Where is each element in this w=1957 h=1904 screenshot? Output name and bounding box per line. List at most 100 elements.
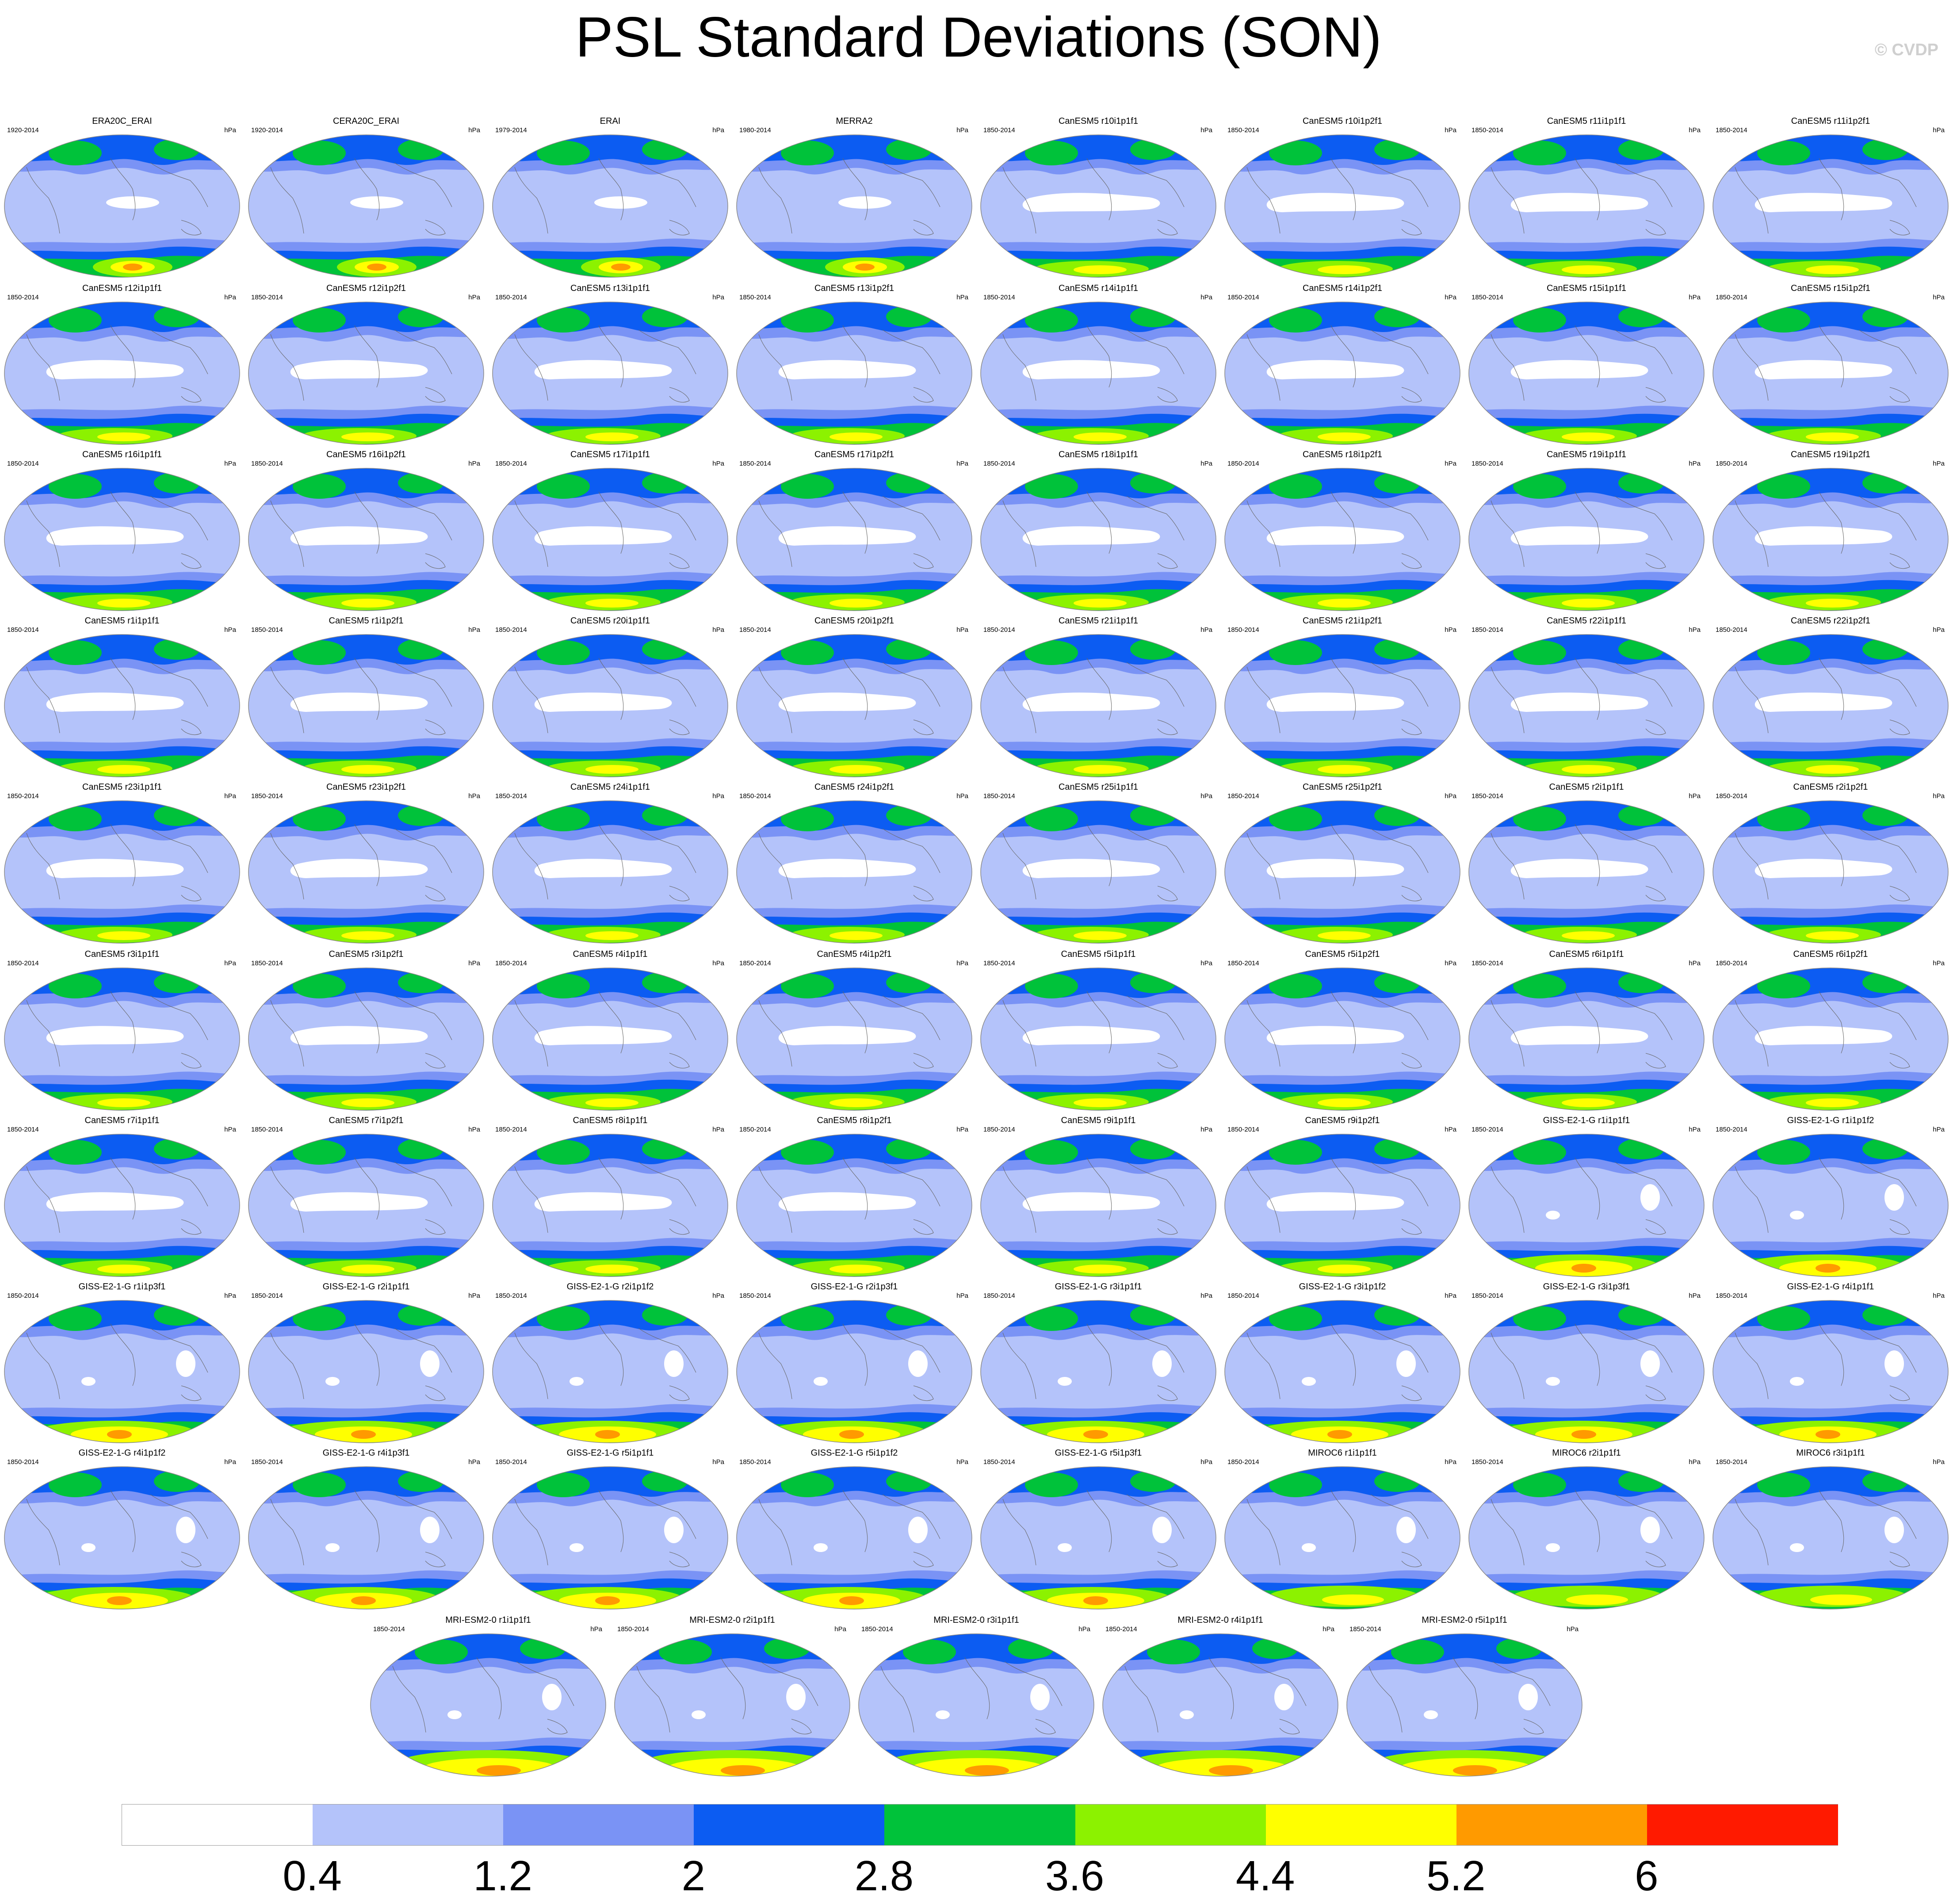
coastline-3 xyxy=(1279,1719,1300,1735)
coastline-3 xyxy=(669,1053,690,1069)
psl-map xyxy=(1102,1633,1338,1777)
psl-map xyxy=(1468,1300,1705,1443)
psl-map xyxy=(736,468,972,611)
panel-title: CanESM5 r12i1p2f1 xyxy=(326,283,406,293)
coastline-2 xyxy=(1126,496,1185,541)
north-pacific-high-variability xyxy=(1513,141,1566,165)
coastline-3 xyxy=(547,1719,568,1735)
map-border xyxy=(248,302,484,445)
tropical-low-variability xyxy=(778,859,916,878)
panel-units: hPa xyxy=(468,960,480,967)
panel-units: hPa xyxy=(1933,294,1945,301)
panel-years: 1850-2014 xyxy=(739,792,771,800)
psl-map xyxy=(1468,468,1705,611)
coastline-2 xyxy=(638,1162,696,1207)
tropical-low-variability xyxy=(1640,1184,1660,1211)
south-maximum-1 xyxy=(829,931,883,940)
panel-years: 1850-2014 xyxy=(983,1126,1015,1133)
map-panel: CanESM5 r6i1p1f1 1850-2014 hPa xyxy=(1464,949,1709,1115)
coastline-1 xyxy=(1330,1323,1356,1386)
coastline-1 xyxy=(476,1657,502,1720)
tropical-low-variability-2 xyxy=(81,1543,96,1552)
map-border xyxy=(4,302,240,445)
tropical-low-variability-2 xyxy=(1424,1710,1438,1719)
tropical-low-variability xyxy=(908,1350,928,1377)
tropical-low-variability xyxy=(290,360,428,379)
coastline-2 xyxy=(1858,162,1917,207)
south-maximum-1 xyxy=(97,931,150,940)
tropical-low-variability-2 xyxy=(447,1710,462,1719)
map-panel: GISS-E2-1-G r1i1p1f2 1850-2014 hPa xyxy=(1709,1115,1953,1281)
tropical-low-variability xyxy=(778,1192,916,1212)
map-border xyxy=(492,1134,728,1277)
north-pacific-high-variability xyxy=(781,474,834,499)
coastline-2 xyxy=(150,1328,208,1373)
map-panel: MRI-ESM2-0 r5i1p1f1 1850-2014 hPa xyxy=(1342,1615,1586,1781)
map-border xyxy=(492,1466,728,1610)
tropical-low-variability xyxy=(1518,1684,1538,1710)
panel-years: 1850-2014 xyxy=(1227,1126,1259,1133)
coastline-2 xyxy=(1858,329,1917,375)
coastline-1 xyxy=(354,1490,380,1552)
tropical-low-variability xyxy=(1266,692,1404,712)
psl-map xyxy=(248,468,484,611)
map-border xyxy=(1224,967,1460,1111)
colorbar-swatch xyxy=(1456,1805,1647,1845)
psl-map xyxy=(492,967,728,1111)
coastline-1 xyxy=(1575,1323,1600,1386)
map-border xyxy=(248,1466,484,1610)
map-panel: CanESM5 r14i1p1f1 1850-2014 hPa xyxy=(976,283,1220,449)
panel-title: CanESM5 r25i1p1f1 xyxy=(1058,782,1139,792)
map-border xyxy=(1224,468,1460,611)
panel-units: hPa xyxy=(956,1458,968,1466)
south-maximum-1 xyxy=(1566,1594,1628,1605)
north-pacific-high-variability xyxy=(293,474,346,499)
map-border xyxy=(1712,302,1949,445)
tropical-low-variability xyxy=(1884,1350,1904,1377)
coastline-0 xyxy=(514,500,548,567)
panel-units: hPa xyxy=(956,1126,968,1133)
panel-title: CanESM5 r24i1p1f1 xyxy=(570,782,650,792)
panel-years: 1850-2014 xyxy=(1227,960,1259,967)
map-border xyxy=(4,1466,240,1610)
north-pacific-high-variability xyxy=(1269,640,1322,665)
map-border xyxy=(1468,967,1705,1111)
coastline-1 xyxy=(598,824,624,887)
tropical-low-variability xyxy=(1022,526,1160,546)
panel-title: CanESM5 r1i1p2f1 xyxy=(329,616,404,626)
north-pacific-high-variability xyxy=(1269,308,1322,333)
south-maximum-1 xyxy=(585,1098,638,1107)
panel-title: GISS-E2-1-G r2i1p1f2 xyxy=(566,1282,654,1292)
map-border xyxy=(736,1134,972,1277)
coastline-3 xyxy=(181,220,202,236)
south-maximum-1 xyxy=(829,1265,883,1273)
panel-years: 1850-2014 xyxy=(739,1458,771,1466)
panel-title: MRI-ESM2-0 r5i1p1f1 xyxy=(1422,1615,1507,1625)
coastline-3 xyxy=(1157,886,1178,902)
coastline-3 xyxy=(181,553,202,569)
north-pacific-high-variability xyxy=(49,640,102,665)
map-panel: MRI-ESM2-0 r2i1p1f1 1850-2014 hPa xyxy=(610,1615,854,1781)
map-panel: CanESM5 r19i1p2f1 1850-2014 hPa xyxy=(1709,449,1953,615)
tropical-low-variability xyxy=(594,196,647,209)
map-panel: CanESM5 r8i1p1f1 1850-2014 hPa xyxy=(488,1115,732,1281)
tropical-low-variability xyxy=(664,1517,684,1543)
coastline-0 xyxy=(1002,833,1036,900)
tropical-low-variability xyxy=(534,692,672,712)
north-pacific-high-variability xyxy=(1269,141,1322,165)
map-border xyxy=(370,1633,606,1777)
tropical-low-variability xyxy=(290,1026,428,1045)
coastline-1 xyxy=(354,1157,380,1220)
coastline-0 xyxy=(514,167,548,234)
psl-map xyxy=(1224,1300,1460,1443)
psl-map xyxy=(492,1134,728,1277)
panel-years: 1850-2014 xyxy=(495,960,527,967)
coastline-1 xyxy=(354,158,380,221)
map-border xyxy=(736,800,972,944)
tropical-low-variability-2 xyxy=(325,1543,340,1552)
coastline-1 xyxy=(1819,991,1844,1054)
panel-years: 1850-2014 xyxy=(617,1625,649,1633)
map-border xyxy=(1712,468,1949,611)
north-pacific-high-variability xyxy=(1757,1306,1810,1331)
coastline-1 xyxy=(1819,824,1844,887)
